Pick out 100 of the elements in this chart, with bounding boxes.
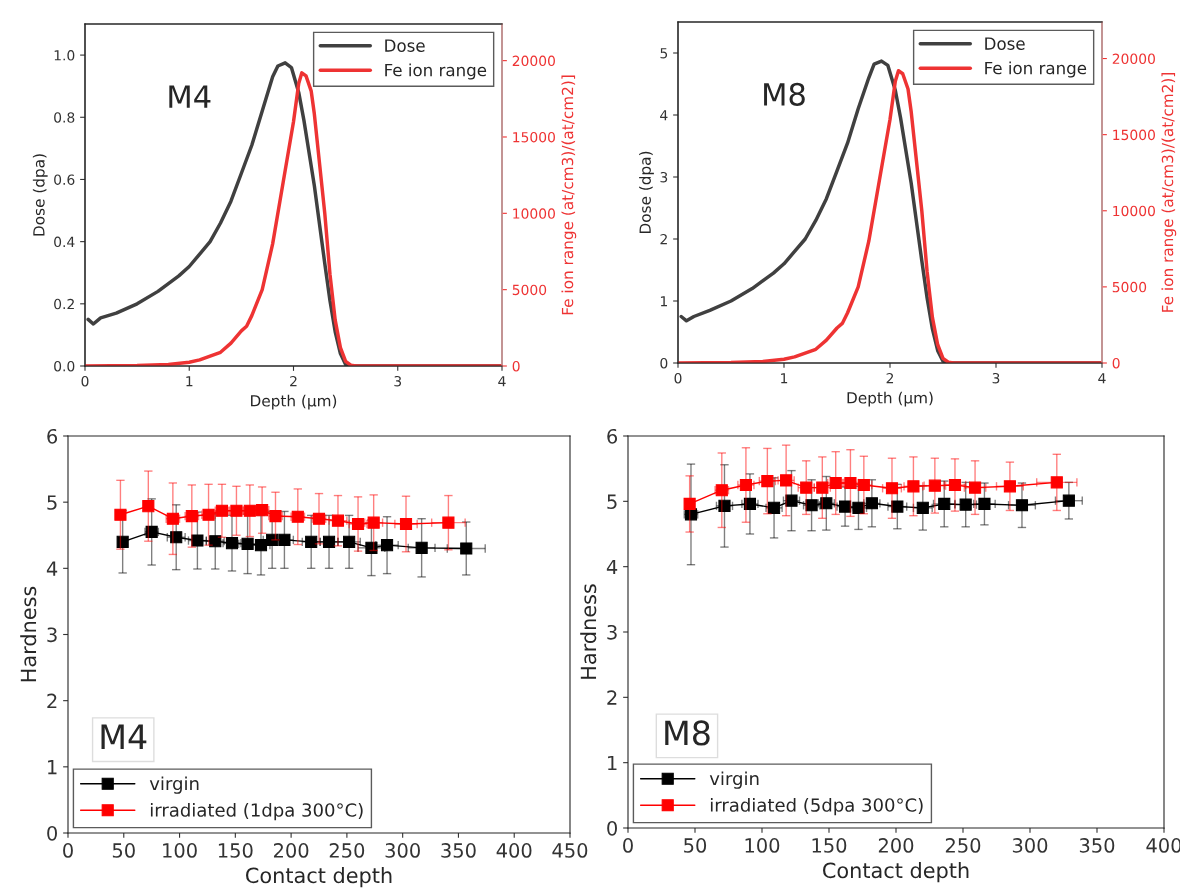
- point: [241, 537, 254, 550]
- y-tick-label: 1: [660, 296, 667, 307]
- legend-label: Fe ion range: [985, 61, 1087, 78]
- x-tick-label: 250: [329, 843, 365, 858]
- y-tick-label: 4: [606, 559, 618, 575]
- annotation: M4: [101, 724, 147, 749]
- y-tick-label: 0: [607, 820, 617, 836]
- point: [278, 533, 291, 546]
- x-tick-label: 350: [441, 843, 476, 858]
- y2-tick-label: 20000: [512, 55, 555, 67]
- y-axis-title: Dose (dpa): [32, 154, 48, 236]
- point: [380, 539, 394, 552]
- x-tick-label: 0: [674, 372, 682, 384]
- y-tick-label: 1: [608, 755, 617, 771]
- x-tick-label: 450: [552, 843, 588, 858]
- legend-label: irradiated (5dpa 300°C): [710, 797, 923, 816]
- x-tick-label: 200: [273, 843, 309, 858]
- y-tick-label: 5: [660, 48, 668, 59]
- legend-label: virgin: [709, 771, 759, 789]
- y-tick-label: 2: [660, 233, 667, 245]
- y-tick-label: 0.0: [54, 360, 75, 372]
- point: [142, 500, 155, 513]
- y-tick-label: 2: [607, 690, 617, 705]
- point: [907, 480, 920, 493]
- y-tick-label: 6: [607, 428, 618, 444]
- x-tick-label: 150: [218, 843, 253, 858]
- y-tick-label: 0: [47, 825, 57, 841]
- y-tick-label: 4: [46, 561, 58, 576]
- point: [1062, 494, 1075, 507]
- x-tick-label: 0: [81, 375, 89, 387]
- legend-label: irradiated (1dpa 300°C): [150, 802, 363, 821]
- x-tick-label: 350: [1079, 838, 1115, 853]
- y2-tick-label: 15000: [1113, 129, 1155, 141]
- point: [191, 534, 204, 547]
- y-tick-label: 0.2: [54, 298, 74, 310]
- x-tick-label: 50: [684, 838, 707, 853]
- point: [114, 508, 127, 521]
- y-tick-label: 2: [47, 693, 57, 709]
- point: [442, 516, 455, 529]
- x-tick-label: 3: [394, 375, 402, 387]
- y2-tick-label: 0: [512, 360, 520, 372]
- legend-label: Dose: [985, 37, 1025, 50]
- point: [343, 535, 356, 548]
- y-axis-title: Hardness: [580, 584, 597, 679]
- x-axis-title: Contact depth: [823, 862, 969, 883]
- y2-tick-label: 5000: [512, 284, 547, 296]
- x-tick-label: 250: [945, 838, 981, 853]
- x-tick-label: 50: [112, 843, 135, 858]
- x-tick-label: 300: [1012, 838, 1048, 853]
- point: [1003, 480, 1016, 493]
- point: [948, 478, 962, 492]
- point: [460, 542, 473, 555]
- y-tick-label: 3: [607, 624, 617, 640]
- point: [683, 497, 696, 511]
- point: [916, 501, 929, 514]
- y-axis-title: Dose (dpa): [639, 151, 654, 234]
- x-axis-title: Depth (µm): [847, 391, 933, 407]
- point: [305, 535, 318, 548]
- annotation: M8: [665, 720, 710, 746]
- annotation: M4: [169, 85, 211, 108]
- point: [415, 541, 428, 554]
- x-tick-label: 150: [812, 838, 847, 853]
- y-tick-label: 3: [660, 171, 668, 183]
- x-tick-label: 3: [992, 372, 1000, 384]
- y-tick-label: 0.4: [54, 236, 75, 248]
- point: [170, 531, 183, 544]
- x-tick-label: 1: [781, 373, 788, 384]
- y-tick-label: 6: [47, 428, 58, 444]
- point: [1015, 499, 1029, 512]
- point: [266, 533, 279, 546]
- y2-tick-label: 20000: [1112, 53, 1155, 65]
- y-tick-label: 0.8: [54, 112, 75, 123]
- y-axis-title: Hardness: [20, 586, 37, 682]
- x-tick-label: 200: [878, 838, 914, 853]
- x-tick-label: 0: [623, 838, 633, 853]
- point: [928, 479, 941, 492]
- y2-tick-label: 0: [1112, 357, 1120, 369]
- y2-tick-label: 5000: [1112, 281, 1147, 293]
- point: [365, 541, 378, 554]
- point: [1050, 476, 1063, 489]
- x-axis-title: Depth (µm): [251, 394, 337, 410]
- y2-tick-label: 10000: [513, 208, 555, 219]
- x-tick-label: 400: [496, 843, 532, 858]
- y-tick-label: 3: [47, 627, 57, 643]
- point: [891, 500, 904, 513]
- legend-label: Dose: [385, 39, 425, 52]
- y-tick-label: 1: [48, 760, 57, 775]
- y-tick-label: 1.0: [54, 50, 75, 61]
- y2-axis-title: Fe ion range (at/cm3)/(at/cm2)]: [561, 75, 577, 315]
- y2-tick-label: 15000: [513, 131, 555, 143]
- x-tick-label: 300: [385, 843, 420, 858]
- x-tick-label: 1: [186, 376, 193, 387]
- legend-label: virgin: [149, 776, 199, 794]
- point: [116, 535, 129, 548]
- y-tick-label: 5: [607, 494, 617, 509]
- y-tick-label: 0.6: [54, 174, 75, 185]
- y-tick-label: 0: [660, 357, 668, 369]
- point: [938, 497, 951, 511]
- x-axis-title: Contact depth: [246, 867, 392, 888]
- annotation: M8: [764, 82, 805, 106]
